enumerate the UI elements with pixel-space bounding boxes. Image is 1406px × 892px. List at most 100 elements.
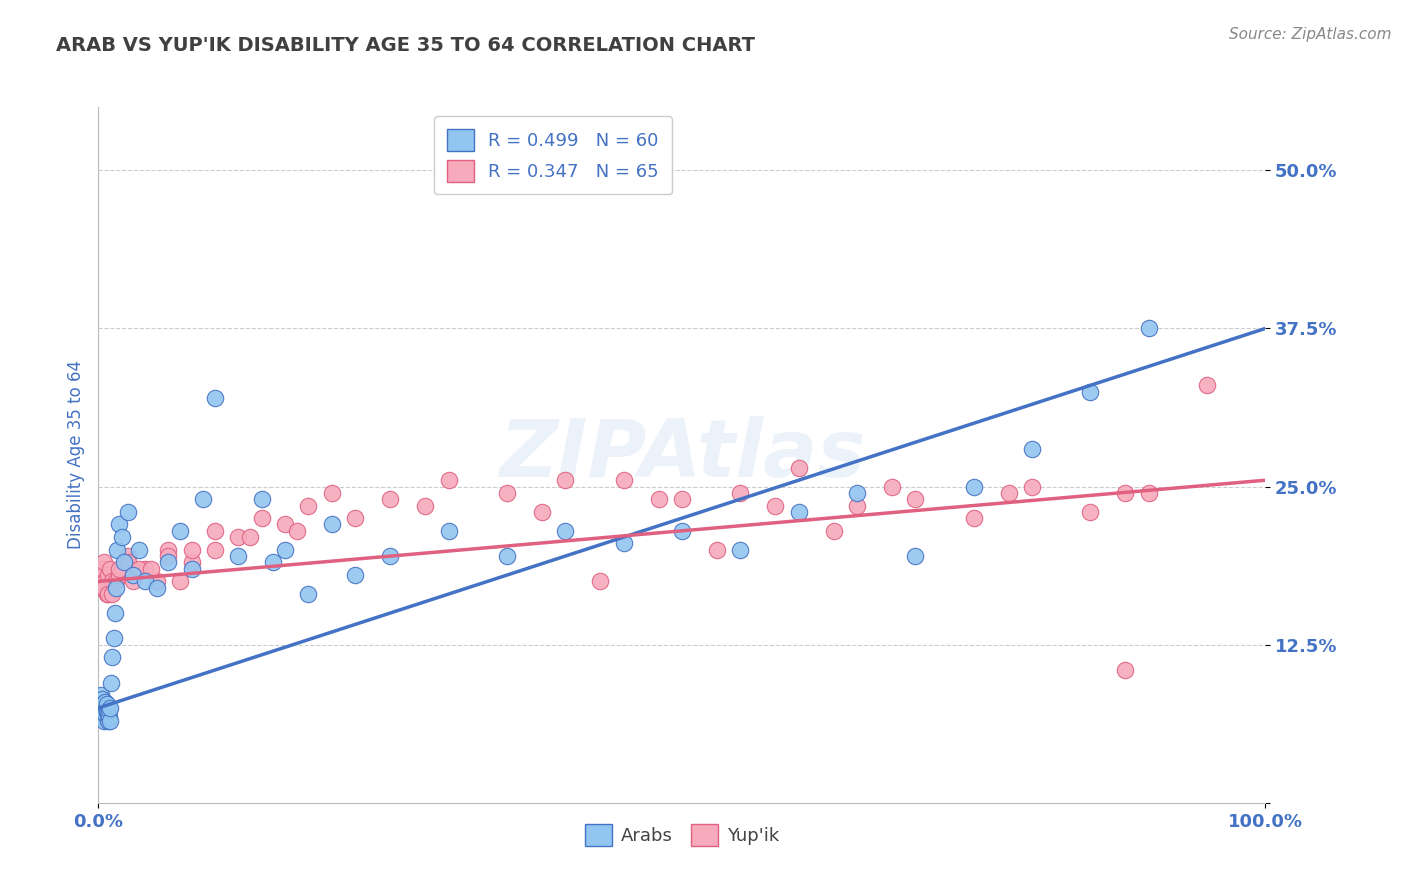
Point <box>97 568 120 582</box>
Point <box>380 549 402 563</box>
Point <box>90 581 112 595</box>
Point <box>239 530 262 544</box>
Point <box>146 581 169 595</box>
Point <box>94 574 117 589</box>
Point <box>98 562 121 576</box>
Point <box>706 542 728 557</box>
Point <box>763 499 786 513</box>
Point <box>90 688 112 702</box>
Point <box>321 486 343 500</box>
Point <box>904 492 927 507</box>
Point <box>1195 378 1218 392</box>
Point <box>437 524 460 538</box>
Point <box>1080 505 1102 519</box>
Point <box>90 705 112 719</box>
Point <box>91 697 114 711</box>
Point <box>90 568 112 582</box>
Point <box>93 701 115 715</box>
Point <box>380 492 402 507</box>
Legend: Arabs, Yup'ik: Arabs, Yup'ik <box>578 816 786 853</box>
Point <box>1114 486 1136 500</box>
Point <box>157 542 180 557</box>
Text: ZIPAtlas: ZIPAtlas <box>499 416 865 494</box>
Point <box>904 549 927 563</box>
Point <box>93 714 115 728</box>
Point <box>285 524 308 538</box>
Point <box>204 524 226 538</box>
Point <box>496 486 519 500</box>
Point <box>89 695 111 709</box>
Point <box>117 505 139 519</box>
Point <box>100 675 122 690</box>
Point <box>98 701 121 715</box>
Point <box>1021 442 1043 456</box>
Y-axis label: Disability Age 35 to 64: Disability Age 35 to 64 <box>66 360 84 549</box>
Point <box>91 710 114 724</box>
Point <box>962 479 984 493</box>
Point <box>104 581 127 595</box>
Point <box>250 511 273 525</box>
Point <box>180 556 202 570</box>
Point <box>94 707 117 722</box>
Point <box>671 492 693 507</box>
Point <box>146 574 169 589</box>
Point <box>108 517 131 532</box>
Point <box>105 542 128 557</box>
Point <box>97 703 120 717</box>
Point <box>94 695 117 709</box>
Point <box>96 587 118 601</box>
Point <box>274 517 297 532</box>
Point <box>101 587 124 601</box>
Point <box>96 697 118 711</box>
Point <box>93 556 115 570</box>
Point <box>193 492 215 507</box>
Point <box>89 574 111 589</box>
Point <box>344 568 367 582</box>
Point <box>128 542 150 557</box>
Point <box>180 542 202 557</box>
Point <box>1137 321 1160 335</box>
Point <box>157 556 180 570</box>
Point <box>613 473 636 487</box>
Point <box>1137 486 1160 500</box>
Point <box>101 574 124 589</box>
Point <box>647 492 669 507</box>
Point <box>274 542 297 557</box>
Point <box>204 542 226 557</box>
Point <box>204 391 226 405</box>
Point <box>1080 384 1102 399</box>
Point <box>128 562 150 576</box>
Point <box>437 473 460 487</box>
Point <box>589 574 612 589</box>
Point <box>880 479 903 493</box>
Point <box>97 714 120 728</box>
Point <box>89 701 111 715</box>
Point <box>97 707 120 722</box>
Point <box>228 530 250 544</box>
Point <box>730 486 752 500</box>
Point <box>496 549 519 563</box>
Point <box>846 499 869 513</box>
Point <box>98 714 121 728</box>
Point <box>1114 663 1136 677</box>
Point <box>157 549 180 563</box>
Point <box>530 505 553 519</box>
Point <box>413 499 436 513</box>
Point <box>169 574 191 589</box>
Point <box>97 587 120 601</box>
Point <box>787 460 810 475</box>
Point <box>96 705 118 719</box>
Point <box>228 549 250 563</box>
Point <box>554 524 576 538</box>
Point <box>169 524 191 538</box>
Point <box>101 650 124 665</box>
Point <box>250 492 273 507</box>
Point <box>262 556 284 570</box>
Point <box>297 587 319 601</box>
Point <box>671 524 693 538</box>
Point <box>122 574 145 589</box>
Point <box>90 697 112 711</box>
Point <box>134 574 156 589</box>
Point <box>108 562 131 576</box>
Point <box>962 511 984 525</box>
